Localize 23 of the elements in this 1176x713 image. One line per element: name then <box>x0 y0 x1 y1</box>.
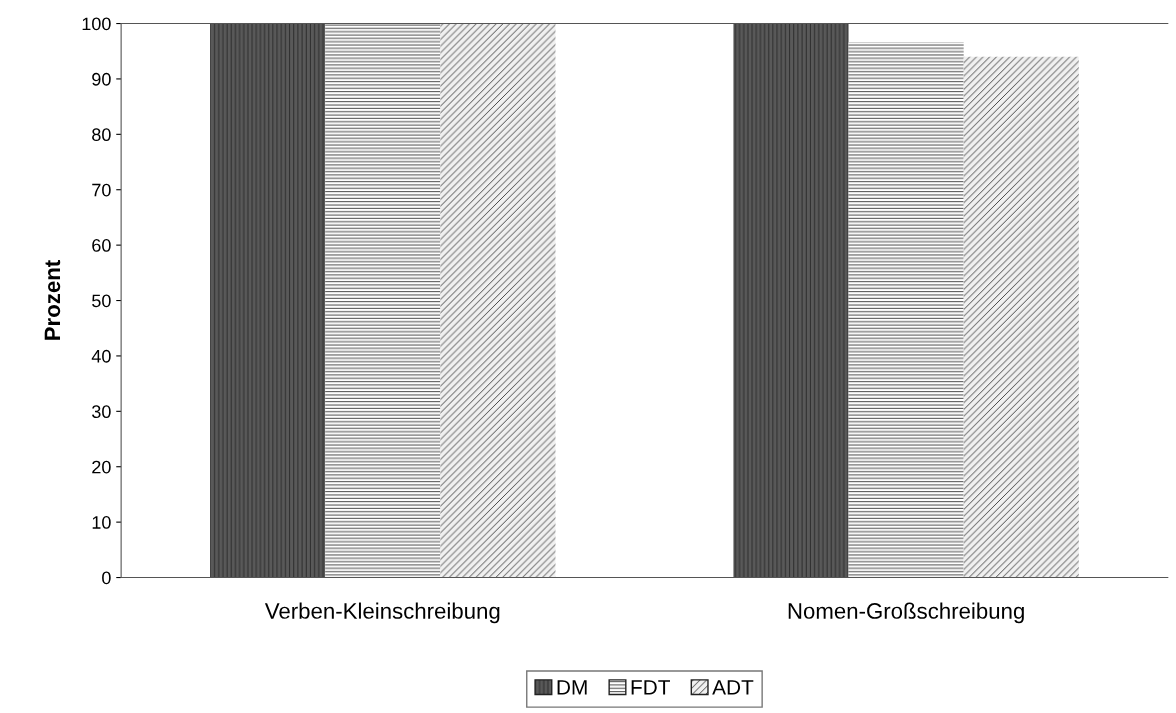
bar <box>440 23 556 578</box>
y-tick-label: 10 <box>92 516 111 529</box>
y-tick-label: 90 <box>92 72 111 86</box>
legend-label: DM <box>557 680 587 695</box>
bar <box>325 23 441 578</box>
y-tick-label: 70 <box>92 183 111 197</box>
y-tick-label: 50 <box>92 294 111 308</box>
legend-label: FDT <box>631 680 670 695</box>
y-tick-label: 80 <box>92 128 111 142</box>
y-axis-title: Prozent <box>44 260 61 340</box>
y-tick-label: 0 <box>102 571 111 585</box>
bar <box>848 42 964 578</box>
bar <box>963 56 1079 578</box>
legend-label: ADT <box>712 680 754 695</box>
y-tick-label: 30 <box>92 405 111 419</box>
y-tick-label: 100 <box>82 17 111 31</box>
bar <box>733 23 849 578</box>
bar <box>210 23 326 578</box>
y-tick-label: 20 <box>92 460 111 474</box>
y-tick-label: 60 <box>92 239 111 252</box>
y-tick-label: 40 <box>91 349 111 363</box>
x-tick-label: Nomen-Großschreibung <box>788 602 1024 624</box>
x-tick-label: Verben-Kleinschreibung <box>264 602 500 624</box>
